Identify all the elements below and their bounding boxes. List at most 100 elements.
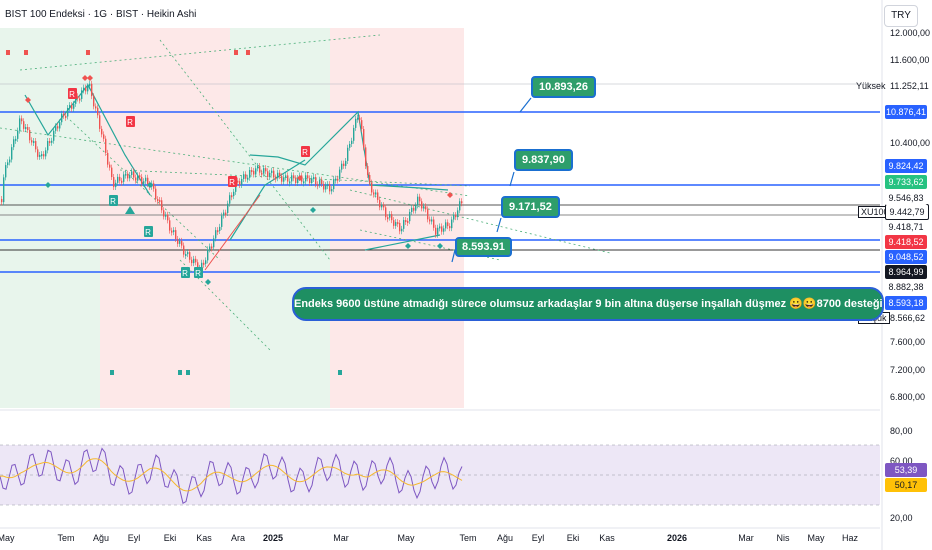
candle [457,210,459,218]
high-value: 11.252,11 [890,81,929,91]
time-tick: Kas [196,533,212,543]
price-tick: 11.600,00 [890,55,930,65]
level-badge: 9.546,83 [885,191,927,205]
buy-signal-box [109,195,118,206]
sell-flag [24,50,28,55]
candle [283,177,285,182]
rsi-line [0,447,463,504]
candle [13,139,15,148]
candle [461,201,463,204]
candle [25,127,27,130]
candle [49,141,51,144]
candle [343,163,345,166]
candle [327,184,329,187]
candle [439,226,441,229]
trend-line [359,229,501,261]
candle [165,214,167,217]
rsi-ma-line [0,458,463,492]
candle [219,226,221,231]
note-annotation[interactable]: Endeks 9600 üstüne atmadığı sürece olums… [292,287,884,321]
candle [287,175,289,182]
callout-8593[interactable]: 8.593.91 [455,237,512,257]
buy-signal-label: R [195,269,201,278]
candle [361,120,363,130]
time-tick: Mar [738,533,754,543]
candle [205,260,207,264]
sell-diamond [447,192,453,198]
candle [75,96,77,104]
trend-line [119,169,471,187]
candle [131,171,133,176]
candle [385,207,387,218]
callout-9171[interactable]: 9.171,52 [501,196,560,218]
candle [211,246,213,249]
buy-signal-box [181,267,190,278]
time-tick: Tem [57,533,75,543]
candle [417,196,419,206]
candle [225,212,227,215]
candle [7,162,9,166]
level-badge: 9.418,71 [885,220,927,234]
candle [453,215,455,220]
candle [279,172,281,177]
candle [411,207,413,212]
candle [163,210,165,217]
candle [455,215,457,218]
candle [363,129,365,148]
candle [447,222,449,227]
rsi-tick: 20,00 [890,513,913,523]
candle [221,215,223,227]
candle [177,238,179,244]
callout-10893[interactable]: 10.893,26 [531,76,596,98]
candle [307,175,309,179]
candle [381,205,383,208]
sell-diamond [25,97,31,103]
candle [9,159,11,163]
pattern-line [24,83,151,196]
candle [313,177,315,180]
candle [99,115,101,129]
candle [73,103,75,109]
candle [161,200,163,211]
candle [171,230,173,233]
candle [407,220,409,223]
candle [193,258,195,264]
sell-diamond [297,175,303,181]
candle [293,175,295,179]
candle [53,130,55,141]
candle [29,130,31,141]
candle [63,113,65,116]
sell-diamond [87,75,93,81]
candle [399,223,401,232]
currency-button[interactable]: TRY [884,5,918,27]
candle [305,175,307,182]
candle [201,262,203,268]
candle [403,220,405,229]
candle [435,227,437,235]
candle [35,141,37,150]
candle [247,177,249,180]
pattern-line [204,194,261,271]
candle [83,87,85,91]
level-badge: 8.964,99 [885,265,927,279]
buy-signal-label: R [145,228,151,237]
candle [143,181,145,184]
candle [285,175,287,178]
candle [379,199,381,208]
candle [377,192,379,200]
candle [335,178,337,181]
candle [15,138,17,141]
buy-diamond [437,243,443,249]
callout-9837[interactable]: 9.837,90 [514,149,573,171]
candle [267,171,269,177]
candle [85,87,87,92]
candle [175,230,177,239]
candle [87,86,89,92]
candle [237,180,239,183]
candle [405,220,407,223]
candle [451,219,453,229]
candle [195,258,197,263]
candle [119,176,121,181]
